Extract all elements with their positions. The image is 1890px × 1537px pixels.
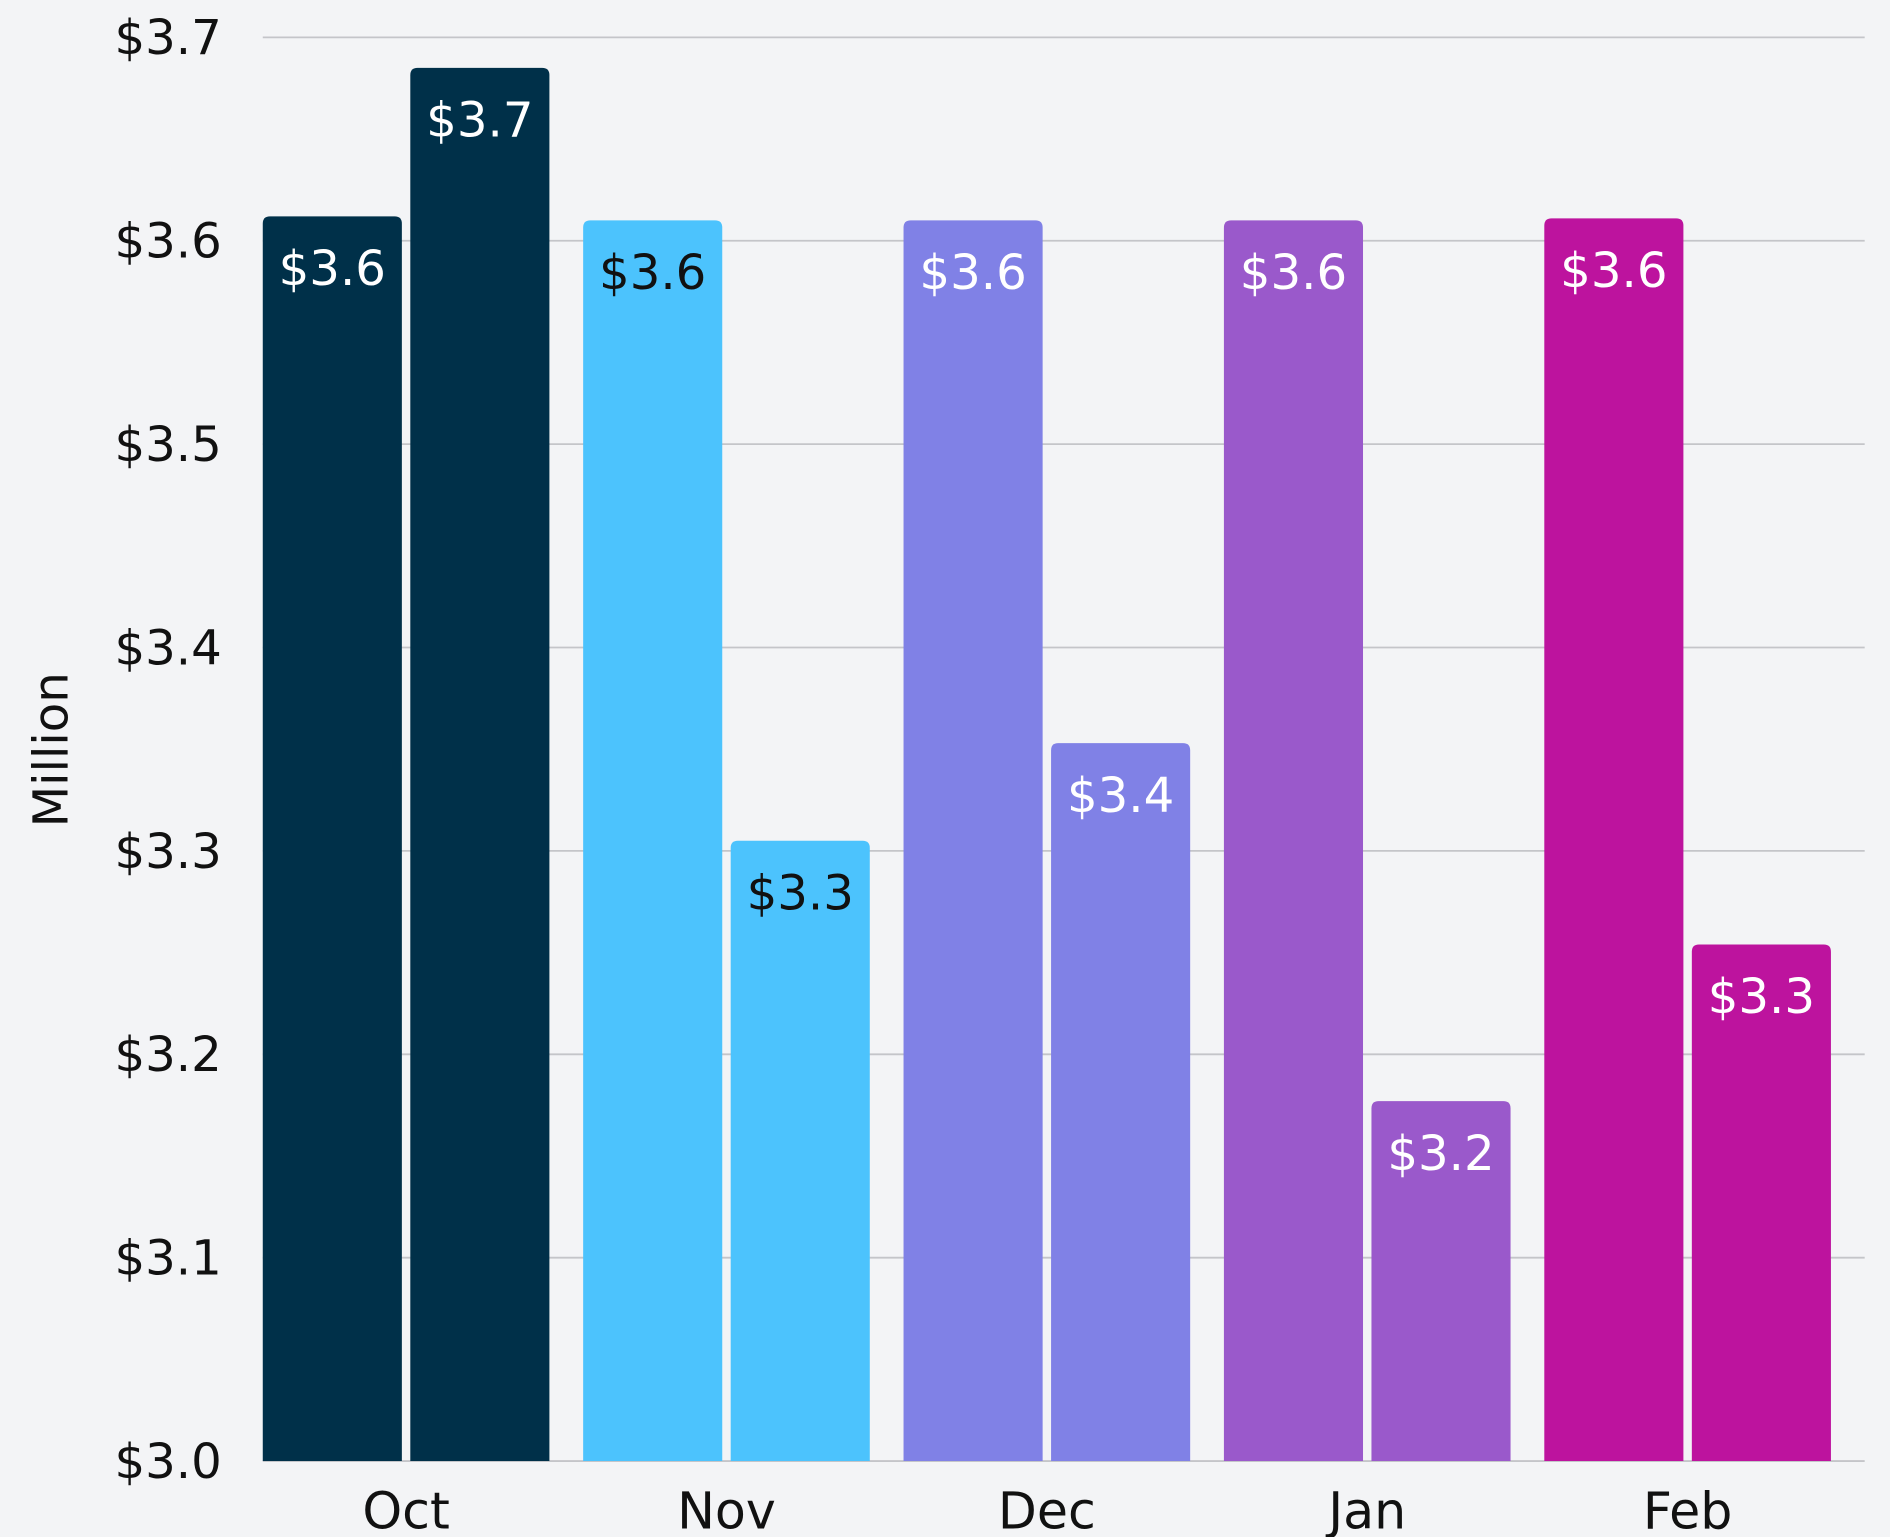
y-tick-label: $3.4: [114, 620, 221, 676]
bar: [1371, 1101, 1511, 1462]
bar: [1051, 743, 1191, 1462]
data-label: $3.6: [1240, 245, 1347, 301]
bar: [730, 840, 870, 1462]
x-tick-label: Feb: [1643, 1482, 1733, 1537]
bar: [1544, 218, 1684, 1462]
y-tick-label: $3.0: [114, 1434, 221, 1490]
data-label: $3.6: [599, 245, 706, 301]
x-tick-label: Jan: [1325, 1482, 1406, 1537]
y-tick-label: $3.6: [114, 214, 221, 270]
y-tick-label: $3.1: [114, 1231, 221, 1287]
x-tick-label: Oct: [362, 1482, 450, 1537]
data-label: $3.7: [426, 93, 533, 149]
data-label: $3.6: [919, 245, 1026, 301]
data-label: $3.4: [1067, 768, 1174, 824]
data-label: $3.6: [279, 241, 386, 297]
bar: [1223, 220, 1364, 1462]
bar: [262, 216, 402, 1462]
y-tick-label: $3.5: [114, 417, 221, 473]
bar: [903, 220, 1043, 1462]
data-label: $3.3: [1708, 969, 1815, 1025]
bar: [1691, 944, 1831, 1462]
data-label: $3.3: [747, 865, 854, 921]
x-tick-label: Dec: [998, 1482, 1096, 1537]
data-label: $3.2: [1387, 1126, 1494, 1182]
bar: [410, 67, 550, 1462]
y-tick-label: $3.2: [114, 1027, 221, 1083]
y-tick-label: $3.3: [114, 824, 221, 880]
data-label: $3.6: [1560, 243, 1667, 299]
y-tick-label: $3.7: [114, 10, 221, 66]
bar: [583, 220, 723, 1462]
x-tick-label: Nov: [677, 1482, 776, 1537]
y-axis-label: Million: [24, 672, 80, 827]
